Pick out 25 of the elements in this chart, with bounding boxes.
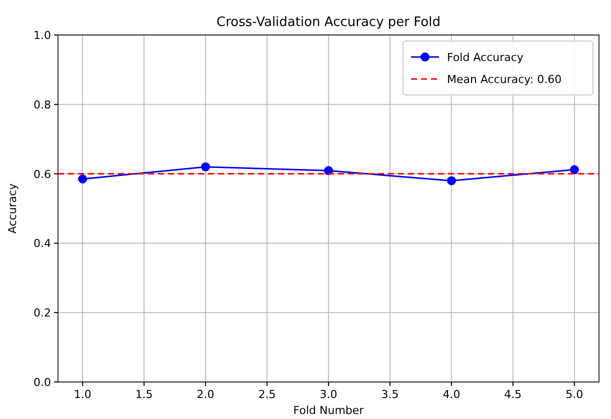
point bbox=[201, 162, 210, 172]
legend-label: Fold Accuracy bbox=[447, 51, 524, 64]
y-axis-title: Accuracy bbox=[6, 182, 19, 234]
x-tick-label: 4.0 bbox=[442, 388, 460, 401]
x-tick-label: 3.0 bbox=[320, 388, 338, 401]
x-tick-label: 3.5 bbox=[381, 388, 399, 401]
legend-label: Mean Accuracy: 0.60 bbox=[447, 73, 562, 86]
y-tick-label: 0.8 bbox=[34, 98, 51, 112]
point bbox=[570, 165, 579, 174]
point bbox=[78, 174, 88, 184]
x-tick-label: 5.0 bbox=[566, 388, 584, 401]
x-axis-title: Fold Number bbox=[293, 404, 364, 417]
x-tick-label: 1.0 bbox=[74, 388, 92, 401]
y-tick-label: 1.0 bbox=[34, 29, 51, 42]
y-tick-label: 0.2 bbox=[34, 306, 51, 320]
x-tick-label: 4.5 bbox=[504, 388, 522, 401]
y-tick-label: 0.6 bbox=[34, 168, 51, 181]
chart-title: Cross-Validation Accuracy per Fold bbox=[216, 15, 440, 30]
x-tick-label: 2.5 bbox=[258, 388, 276, 401]
y-tick-label: 0.4 bbox=[34, 237, 51, 250]
y-tick-label: 0.0 bbox=[34, 376, 51, 389]
x-tick-label: 1.5 bbox=[135, 388, 153, 401]
point bbox=[324, 166, 333, 176]
x-tick-label: 2.0 bbox=[196, 388, 214, 401]
point bbox=[446, 176, 456, 186]
